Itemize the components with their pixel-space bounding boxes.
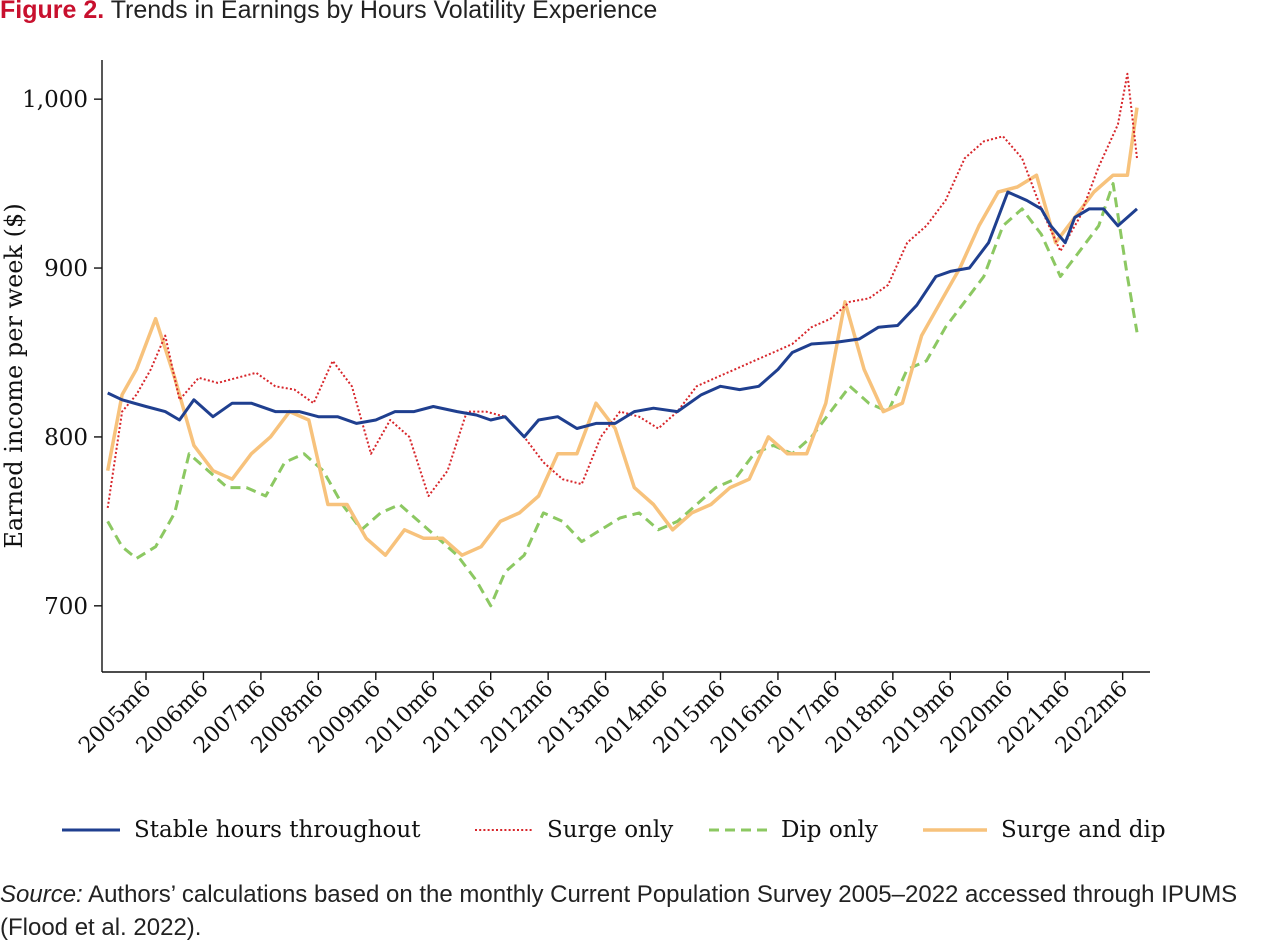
- y-tick-label: 1,000: [22, 87, 88, 113]
- series-line-stable: [107, 190, 1138, 439]
- source-label: Source:: [0, 881, 83, 908]
- legend-swatch-surge: [475, 829, 533, 831]
- y-tick-label: 800: [44, 425, 88, 451]
- legend-swatch-stable: [62, 828, 120, 832]
- y-ticks: 700 800 900 1,000: [22, 87, 102, 620]
- y-tick-label: 700: [44, 594, 88, 620]
- figure-title-text: Trends in Earnings by Hours Volatility E…: [110, 0, 658, 24]
- legend-swatch-dip: [709, 828, 767, 832]
- source-text: Authors’ calculations based on the month…: [0, 881, 1238, 941]
- legend-item-surge-dip: Surge and dip: [923, 812, 1166, 848]
- x-ticks: 2005m62006m62007m62008m62009m62010m62011…: [74, 672, 1133, 758]
- legend-item-stable: Stable hours throughout: [62, 812, 420, 848]
- y-axis-title: Earned income per week ($): [0, 203, 28, 548]
- legend: Stable hours throughout Surge only Dip o…: [62, 812, 1262, 848]
- legend-label-dip: Dip only: [781, 817, 878, 843]
- source-note: Source: Authors’ calculations based on t…: [0, 878, 1280, 944]
- legend-item-dip: Dip only: [709, 812, 878, 848]
- legend-swatch-surge-dip: [923, 828, 987, 832]
- legend-label-surge-dip: Surge and dip: [1001, 817, 1166, 843]
- chart: 700 800 900 1,000 2005m62006m62007m62008m62…: [0, 60, 1150, 758]
- series-line-dip: [106, 182, 1139, 608]
- plot-lines: [105, 72, 1139, 608]
- legend-label-stable: Stable hours throughout: [134, 817, 421, 843]
- series-line-surge-dip: [105, 107, 1139, 557]
- y-tick-label: 900: [44, 256, 88, 282]
- figure-label: Figure 2.: [0, 0, 105, 24]
- figure-title: Figure 2. Trends in Earnings by Hours Vo…: [0, 0, 657, 25]
- legend-label-surge: Surge only: [547, 817, 674, 843]
- legend-item-surge: Surge only: [475, 812, 673, 848]
- series-line-surge: [106, 72, 1138, 509]
